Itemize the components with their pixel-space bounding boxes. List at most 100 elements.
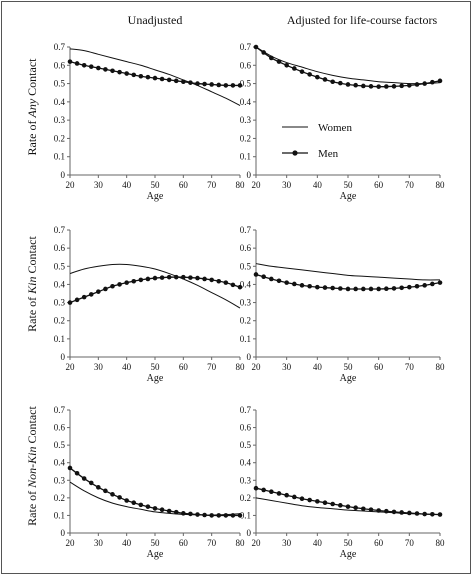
y-tick-label: 0 bbox=[247, 352, 252, 362]
data-point-men bbox=[345, 82, 351, 87]
x-tick-label: 30 bbox=[94, 180, 104, 190]
x-axis-label: Age bbox=[340, 549, 357, 560]
data-point-men bbox=[276, 59, 282, 64]
y-tick-label: 0.5 bbox=[240, 261, 252, 271]
data-point-men bbox=[338, 80, 343, 86]
x-tick-label: 60 bbox=[374, 362, 384, 372]
panel-any-unadjusted: 0 0.1 0.2 0.3 0.4 0.5 0.6 0.7 20 30 40 50 60 70 80 Age bbox=[54, 42, 245, 202]
data-point-men bbox=[202, 276, 207, 282]
series-line-women bbox=[255, 263, 441, 281]
data-point-men bbox=[173, 78, 179, 84]
y-tick-label: 0.4 bbox=[240, 97, 252, 107]
x-tick-label: 30 bbox=[282, 538, 292, 548]
data-point-men bbox=[216, 278, 222, 284]
series-line-women bbox=[69, 263, 241, 309]
y-tick-label: 0.7 bbox=[240, 405, 252, 415]
y-tick-label: 0.1 bbox=[240, 334, 251, 344]
panel-kin-adjusted: 0 0.1 0.2 0.3 0.4 0.5 0.6 0.7 20 30 40 50 60 70 80 Age bbox=[240, 225, 445, 384]
data-point-men bbox=[88, 292, 94, 297]
data-point-men bbox=[152, 506, 158, 511]
y-tick-label: 0.7 bbox=[240, 42, 252, 52]
data-point-men bbox=[103, 286, 108, 292]
data-point-men bbox=[96, 485, 101, 490]
series-line-men bbox=[255, 46, 441, 88]
data-point-men bbox=[131, 72, 137, 78]
x-tick-label: 80 bbox=[236, 538, 246, 548]
row-label-any: Rate of Any Contact bbox=[25, 58, 39, 156]
data-point-men bbox=[353, 82, 358, 88]
data-point-men bbox=[368, 286, 374, 292]
x-tick-label: 30 bbox=[94, 538, 104, 548]
legend-men-marker bbox=[292, 150, 298, 156]
x-tick-label: 60 bbox=[374, 538, 384, 548]
data-point-men bbox=[131, 500, 137, 505]
data-point-men bbox=[368, 84, 374, 89]
y-tick-label: 0.4 bbox=[240, 458, 252, 468]
y-tick-label: 0.7 bbox=[240, 225, 252, 235]
data-point-men bbox=[152, 275, 158, 281]
data-point-men bbox=[322, 500, 328, 505]
data-point-men bbox=[261, 274, 266, 280]
data-point-men bbox=[202, 512, 207, 518]
data-point-men bbox=[145, 504, 151, 509]
data-point-men bbox=[353, 505, 358, 510]
data-point-men bbox=[414, 283, 420, 289]
data-point-men bbox=[322, 285, 328, 290]
y-tick-label: 0.2 bbox=[240, 316, 251, 326]
x-tick-label: 40 bbox=[313, 362, 323, 372]
x-tick-label: 20 bbox=[252, 362, 262, 372]
data-point-men bbox=[152, 75, 158, 81]
data-point-men bbox=[399, 285, 404, 291]
data-point-men bbox=[407, 510, 412, 516]
data-point-men bbox=[88, 480, 94, 486]
data-point-men bbox=[315, 284, 320, 290]
y-tick-label: 0.6 bbox=[240, 243, 252, 253]
data-point-men bbox=[315, 499, 320, 504]
y-tick-label: 0.6 bbox=[54, 423, 66, 433]
data-point-men bbox=[269, 55, 274, 61]
data-point-men bbox=[216, 82, 222, 88]
x-axis-label: Age bbox=[147, 373, 164, 384]
x-tick-label: 20 bbox=[66, 362, 76, 372]
data-point-men bbox=[209, 513, 214, 518]
data-point-men bbox=[96, 65, 101, 71]
x-tick-label: 80 bbox=[236, 362, 246, 372]
data-point-men bbox=[173, 274, 179, 280]
data-point-men bbox=[430, 281, 435, 287]
panel-any-adjusted: 0 0.1 0.2 0.3 0.4 0.5 0.6 0.7 20 30 40 50 60 70 80 Age bbox=[240, 42, 445, 202]
data-point-men bbox=[138, 502, 144, 508]
data-point-men bbox=[96, 289, 101, 294]
data-point-men bbox=[188, 80, 193, 85]
x-tick-label: 40 bbox=[122, 538, 132, 548]
x-tick-label: 70 bbox=[405, 538, 415, 548]
data-point-men bbox=[376, 84, 381, 89]
data-point-men bbox=[110, 283, 115, 289]
y-tick-label: 0.6 bbox=[240, 423, 252, 433]
data-point-men bbox=[145, 74, 151, 80]
data-point-men bbox=[276, 491, 282, 496]
y-tick-label: 0.3 bbox=[240, 475, 252, 485]
y-tick-label: 0 bbox=[247, 528, 252, 538]
series-line-men bbox=[69, 60, 241, 87]
data-point-men bbox=[407, 284, 412, 290]
data-point-men bbox=[422, 283, 427, 288]
x-axis-label: Age bbox=[340, 373, 357, 384]
data-point-men bbox=[391, 509, 397, 515]
panel-kin-unadjusted: 0 0.1 0.2 0.3 0.4 0.5 0.6 0.7 20 30 40 50 60 70 80 Age bbox=[54, 225, 245, 384]
data-point-men bbox=[124, 498, 129, 503]
data-point-men bbox=[209, 277, 214, 283]
x-tick-label: 60 bbox=[179, 538, 189, 548]
y-tick-label: 0.3 bbox=[54, 115, 66, 125]
x-tick-label: 50 bbox=[344, 362, 354, 372]
x-tick-label: 50 bbox=[344, 538, 354, 548]
y-tick-label: 0.3 bbox=[240, 298, 252, 308]
y-tick-label: 0.4 bbox=[54, 97, 66, 107]
x-tick-label: 20 bbox=[252, 538, 262, 548]
y-tick-label: 0.4 bbox=[54, 279, 66, 289]
x-tick-label: 30 bbox=[282, 362, 292, 372]
data-point-men bbox=[261, 50, 266, 55]
panel-nonkin-unadjusted: 0 0.1 0.2 0.3 0.4 0.5 0.6 0.7 20 30 40 50 60 70 80 Age bbox=[54, 405, 245, 560]
data-point-men bbox=[117, 69, 122, 75]
y-tick-label: 0.3 bbox=[54, 298, 66, 308]
x-tick-label: 50 bbox=[151, 180, 161, 190]
